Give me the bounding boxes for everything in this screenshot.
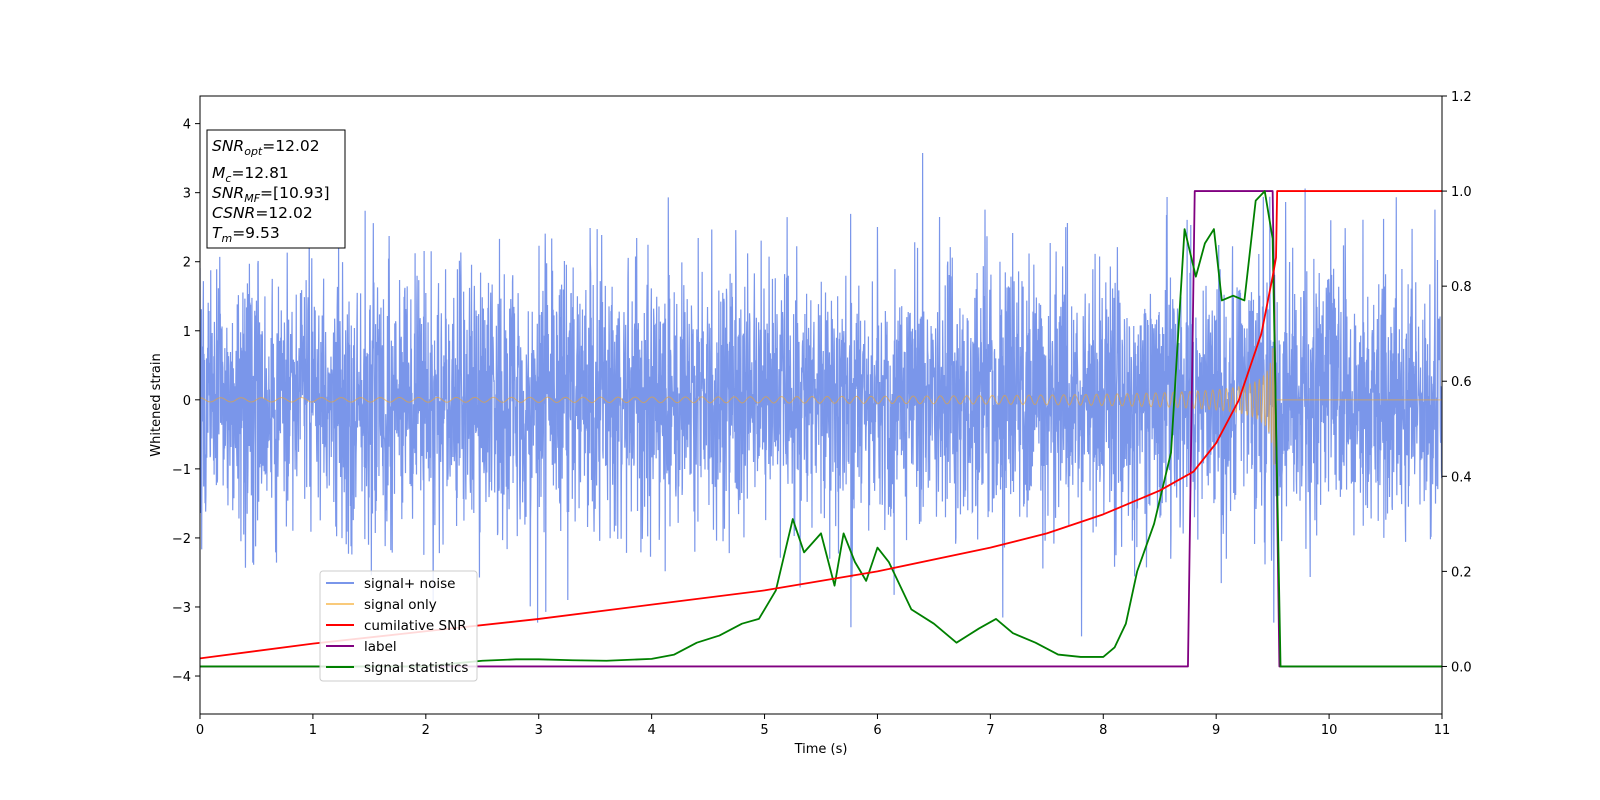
info-snr-opt: SNRopt=12.02 <box>212 137 320 158</box>
legend-label-label: label <box>364 639 397 655</box>
x-tick-label: 7 <box>986 723 994 738</box>
y-tick-label: −4 <box>172 670 191 685</box>
x-tick-label: 4 <box>647 723 655 738</box>
y-tick-label: 2 <box>183 256 191 271</box>
y2-tick-label: 0.0 <box>1451 660 1472 675</box>
y-tick-label: −2 <box>172 532 191 547</box>
y-axis-label: Whitened strain <box>149 353 164 456</box>
ticks-layer: 0 1 2 3 4 5 6 7 8 9 10 1143210−1−2−3−41.21.00.80.60… <box>172 90 1472 738</box>
x-tick-label: 3 <box>535 723 543 738</box>
x-tick-label: 11 <box>1434 723 1451 738</box>
y2-tick-label: 0.8 <box>1451 280 1472 295</box>
y-tick-label: −1 <box>172 463 191 478</box>
info-box: SNRopt=12.02 Mc=12.81 SNRMF=[10.93] CSNR… <box>206 129 346 249</box>
series-signal-noise <box>200 152 1442 637</box>
legend-label-signal-only: signal only <box>364 597 437 613</box>
x-tick-label: 6 <box>873 723 881 738</box>
legend-label-signal-statistics: signal statistics <box>364 660 468 676</box>
y-tick-label: 4 <box>183 118 191 133</box>
y-tick-label: −3 <box>172 601 191 616</box>
legend-label-signal-noise: signal+ noise <box>364 576 455 592</box>
x-tick-label: 1 <box>309 723 317 738</box>
legend-frame <box>319 570 478 682</box>
x-tick-label: 9 <box>1212 723 1220 738</box>
y2-tick-label: 1.2 <box>1451 90 1472 105</box>
info-mc: Mc=12.81 <box>212 164 289 185</box>
series-cumulative-snr <box>200 190 1442 660</box>
legend: signal+ noise signal only cumilative SNR… <box>319 570 478 682</box>
y-tick-label: 1 <box>183 325 191 340</box>
info-csnr: CSNR=12.02 <box>212 204 313 222</box>
x-tick-label: 8 <box>1099 723 1107 738</box>
y2-tick-label: 0.2 <box>1451 565 1472 580</box>
info-box-frame <box>206 129 346 249</box>
x-tick-label: 5 <box>760 723 768 738</box>
series-layer <box>200 152 1442 668</box>
y2-tick-label: 0.6 <box>1451 375 1472 390</box>
plot-frame <box>199 95 1443 715</box>
info-tm: Tm=9.53 <box>212 224 280 245</box>
y2-tick-label: 0.4 <box>1451 470 1472 485</box>
y2-tick-label: 1.0 <box>1451 185 1472 200</box>
series-signal-statistics <box>200 190 1442 668</box>
x-tick-label: 10 <box>1321 723 1338 738</box>
x-axis-label: Time (s) <box>794 742 848 757</box>
legend-label-cumulative-snr: cumilative SNR <box>364 618 467 634</box>
x-tick-label: 0 <box>196 723 204 738</box>
x-tick-label: 2 <box>422 723 430 738</box>
y-tick-label: 3 <box>183 187 191 202</box>
y-tick-label: 0 <box>183 394 191 409</box>
info-snr-mf: SNRMF=[10.93] <box>212 184 330 205</box>
